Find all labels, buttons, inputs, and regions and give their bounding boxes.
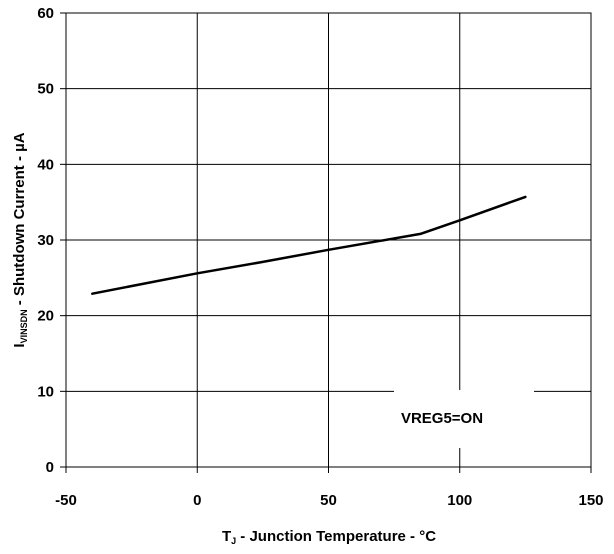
- x-tick-label: 150: [578, 492, 603, 509]
- x-axis-label-main: T: [222, 528, 231, 545]
- x-axis-label-sub: J: [231, 536, 236, 546]
- x-axis-label-rest: - Junction Temperature - °C: [236, 528, 436, 545]
- plot-frame: [65, 12, 592, 468]
- series-layer: [91, 195, 527, 295]
- y-tick-labels: 0 10 20 30 40 50 60: [37, 5, 54, 476]
- y-axis-label-sub: VINSDN: [19, 309, 29, 343]
- y-tick-label: 30: [37, 232, 54, 249]
- x-tick-label: -50: [55, 492, 77, 509]
- y-tick-label: 20: [37, 308, 54, 325]
- x-axis-label: TJ - Junction Temperature - °C: [222, 528, 436, 546]
- x-tick-label: 0: [193, 492, 201, 509]
- annotation-label: VREG5=ON: [401, 410, 483, 427]
- x-tick-label: 50: [320, 492, 337, 509]
- y-tick-label: 40: [37, 156, 54, 173]
- y-tick-label: 60: [37, 5, 54, 22]
- y-tick-label: 50: [37, 81, 54, 98]
- y-axis-label: IVINSDN - Shutdown Current - µA: [11, 132, 29, 347]
- series-line: [91, 195, 527, 295]
- x-tick-labels: -50 0 50 100 150: [55, 492, 603, 509]
- y-tick-label: 0: [46, 459, 54, 476]
- y-tick-label: 10: [37, 383, 54, 400]
- x-tick-label: 100: [447, 492, 472, 509]
- y-axis-label-rest: - Shutdown Current - µA: [11, 132, 28, 309]
- annotation-background: [394, 390, 534, 448]
- y-axis-label-main: I: [11, 343, 28, 347]
